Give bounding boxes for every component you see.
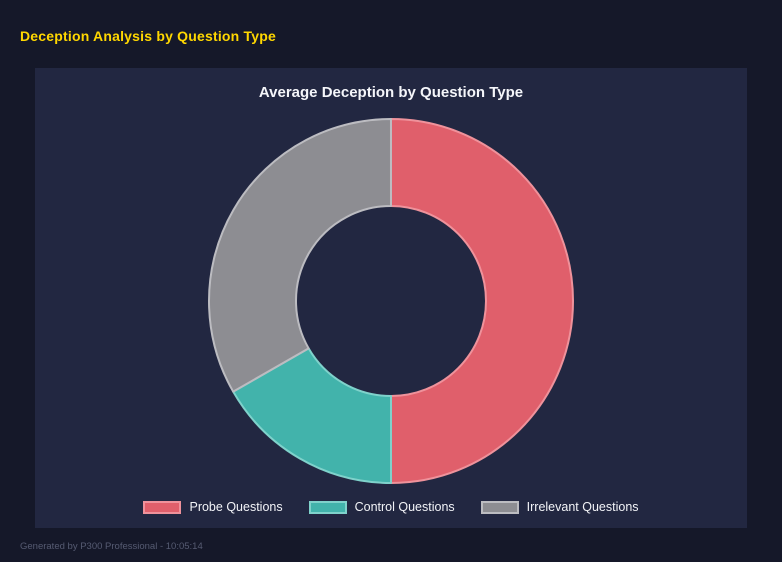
page-title: Deception Analysis by Question Type bbox=[20, 28, 276, 44]
footer-text: Generated by P300 Professional - 10:05:1… bbox=[20, 541, 203, 552]
donut-segment-probe-questions[interactable] bbox=[390, 117, 574, 484]
legend-swatch-irrelevant bbox=[480, 500, 519, 514]
chart-title: Average Deception by Question Type bbox=[258, 84, 524, 101]
chart-panel: Average Deception by Question Type Probe… bbox=[35, 68, 747, 528]
legend-label-control: Control Questions bbox=[354, 500, 455, 514]
legend-item-irrelevant-questions[interactable]: Irrelevant Questions bbox=[480, 500, 639, 514]
legend-swatch-probe bbox=[143, 500, 182, 514]
legend-label-probe: Probe Questions bbox=[189, 500, 283, 514]
donut-chart[interactable] bbox=[204, 114, 578, 488]
donut-chart-area bbox=[204, 103, 578, 498]
chart-legend: Probe Questions Control Questions Irrele… bbox=[143, 500, 639, 514]
legend-item-control-questions[interactable]: Control Questions bbox=[308, 500, 455, 514]
donut-segment-irrelevant-questions[interactable] bbox=[208, 117, 392, 393]
legend-item-probe-questions[interactable]: Probe Questions bbox=[143, 500, 283, 514]
legend-swatch-control bbox=[308, 500, 347, 514]
legend-label-irrelevant: Irrelevant Questions bbox=[526, 500, 639, 514]
